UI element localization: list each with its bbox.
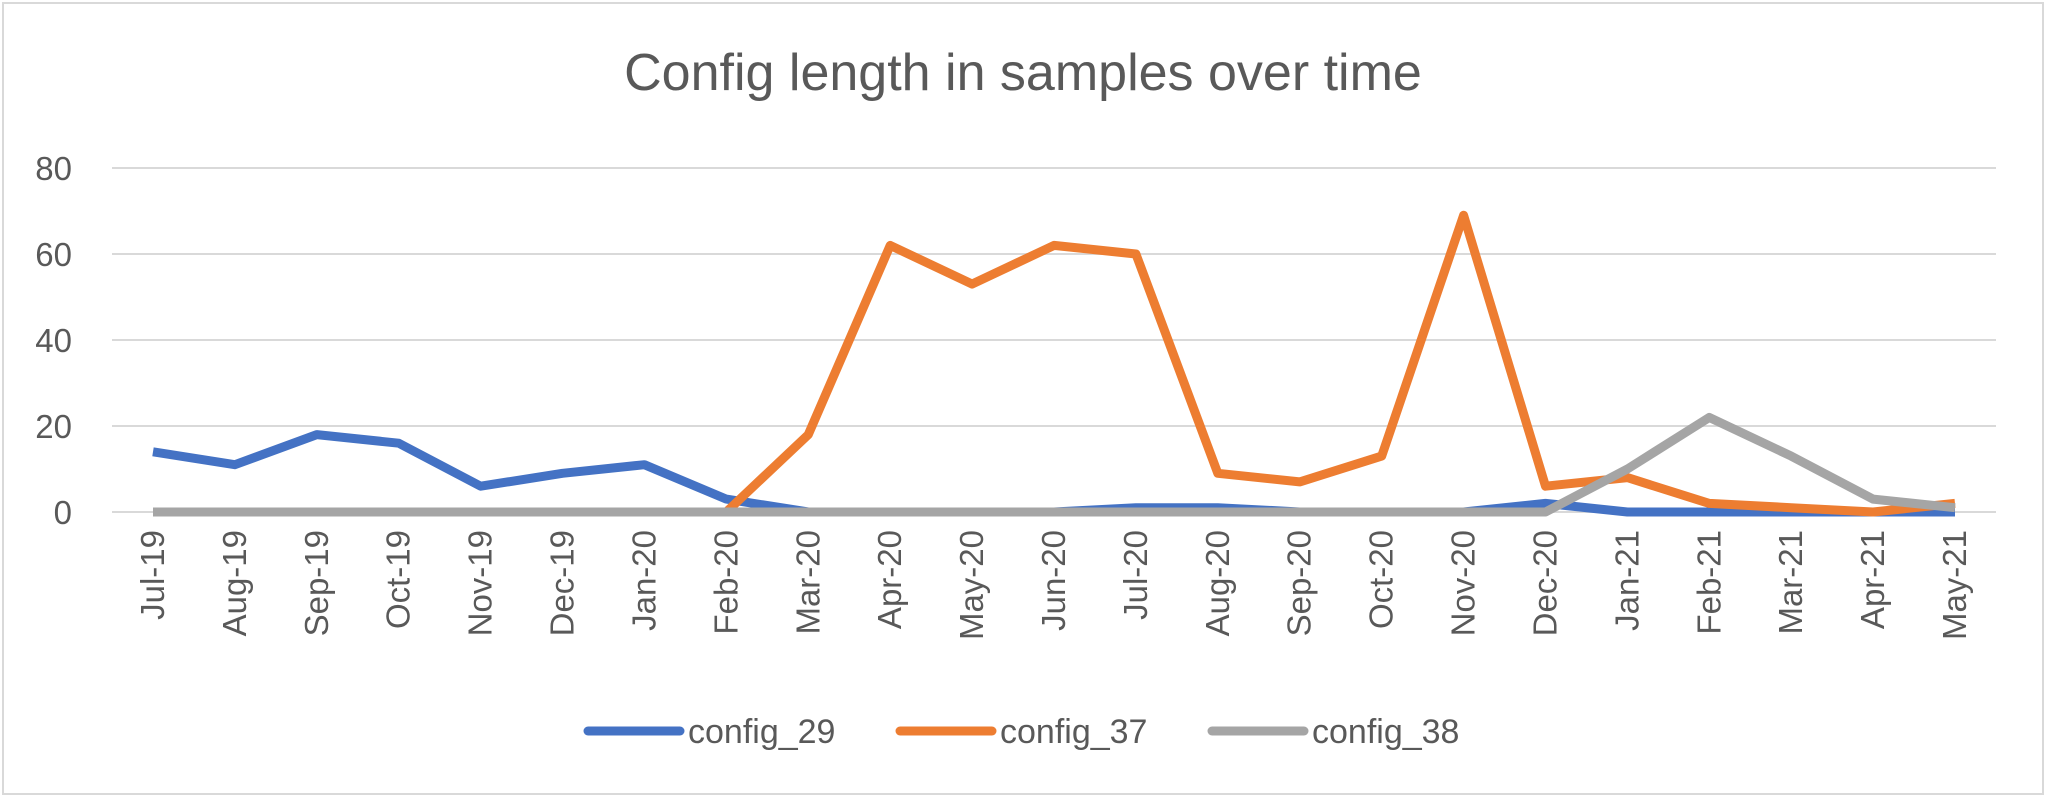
x-tick-label: Jul-19 bbox=[134, 530, 171, 620]
x-tick-label: May-20 bbox=[953, 530, 990, 640]
x-tick-label: Jul-20 bbox=[1117, 530, 1154, 620]
series-lines bbox=[152, 210, 1956, 517]
x-tick-label: Sep-20 bbox=[1281, 530, 1318, 636]
x-tick-label: Aug-20 bbox=[1199, 530, 1236, 636]
x-tick-label: Oct-19 bbox=[380, 530, 417, 629]
x-tick-label: Aug-19 bbox=[216, 530, 253, 636]
legend-item: config_29 bbox=[583, 713, 835, 751]
series-line-config_38 bbox=[153, 412, 1956, 517]
series-line-config_37 bbox=[723, 210, 1956, 517]
legend-label: config_37 bbox=[1000, 713, 1147, 751]
x-tick-label: Jan-20 bbox=[625, 530, 662, 631]
x-tick-label: Dec-19 bbox=[544, 530, 581, 636]
gridlines bbox=[112, 167, 1996, 513]
series-line-config_29 bbox=[152, 430, 1955, 517]
x-tick-label: May-21 bbox=[1936, 530, 1973, 640]
x-tick-label: Jun-20 bbox=[1035, 530, 1072, 631]
x-tick-label: Oct-20 bbox=[1363, 530, 1400, 629]
y-tick-label: 60 bbox=[35, 236, 72, 273]
x-tick-label: Sep-19 bbox=[298, 530, 335, 636]
x-tick-label: Apr-20 bbox=[871, 530, 908, 629]
chart-title: Config length in samples over time bbox=[624, 44, 1422, 102]
x-tick-label: Mar-21 bbox=[1772, 530, 1809, 635]
x-tick-label: Apr-21 bbox=[1854, 530, 1891, 629]
x-tick-label: Mar-20 bbox=[789, 530, 826, 635]
y-axis-ticks: 0 20 40 60 80 bbox=[35, 150, 72, 531]
x-tick-label: Nov-20 bbox=[1445, 530, 1482, 636]
x-axis-ticks: Jul-19 Aug-19 Sep-19 Oct-19 Nov-19 Dec-19 Jan-… bbox=[134, 530, 1973, 640]
legend-label: config_38 bbox=[1312, 713, 1459, 751]
x-tick-label: Nov-19 bbox=[462, 530, 499, 636]
legend-item: config_37 bbox=[895, 713, 1147, 751]
y-tick-label: 40 bbox=[35, 322, 72, 359]
x-tick-label: Feb-21 bbox=[1690, 530, 1727, 635]
legend: config_29 config_37 config_38 bbox=[583, 713, 1459, 751]
y-tick-label: 20 bbox=[35, 408, 72, 445]
y-tick-label: 80 bbox=[35, 150, 72, 187]
legend-item: config_38 bbox=[1207, 713, 1459, 751]
legend-label: config_29 bbox=[688, 713, 835, 751]
x-tick-label: Feb-20 bbox=[707, 530, 744, 635]
y-tick-label: 0 bbox=[54, 494, 72, 531]
x-tick-label: Dec-20 bbox=[1526, 530, 1563, 636]
x-tick-label: Jan-21 bbox=[1608, 530, 1645, 631]
